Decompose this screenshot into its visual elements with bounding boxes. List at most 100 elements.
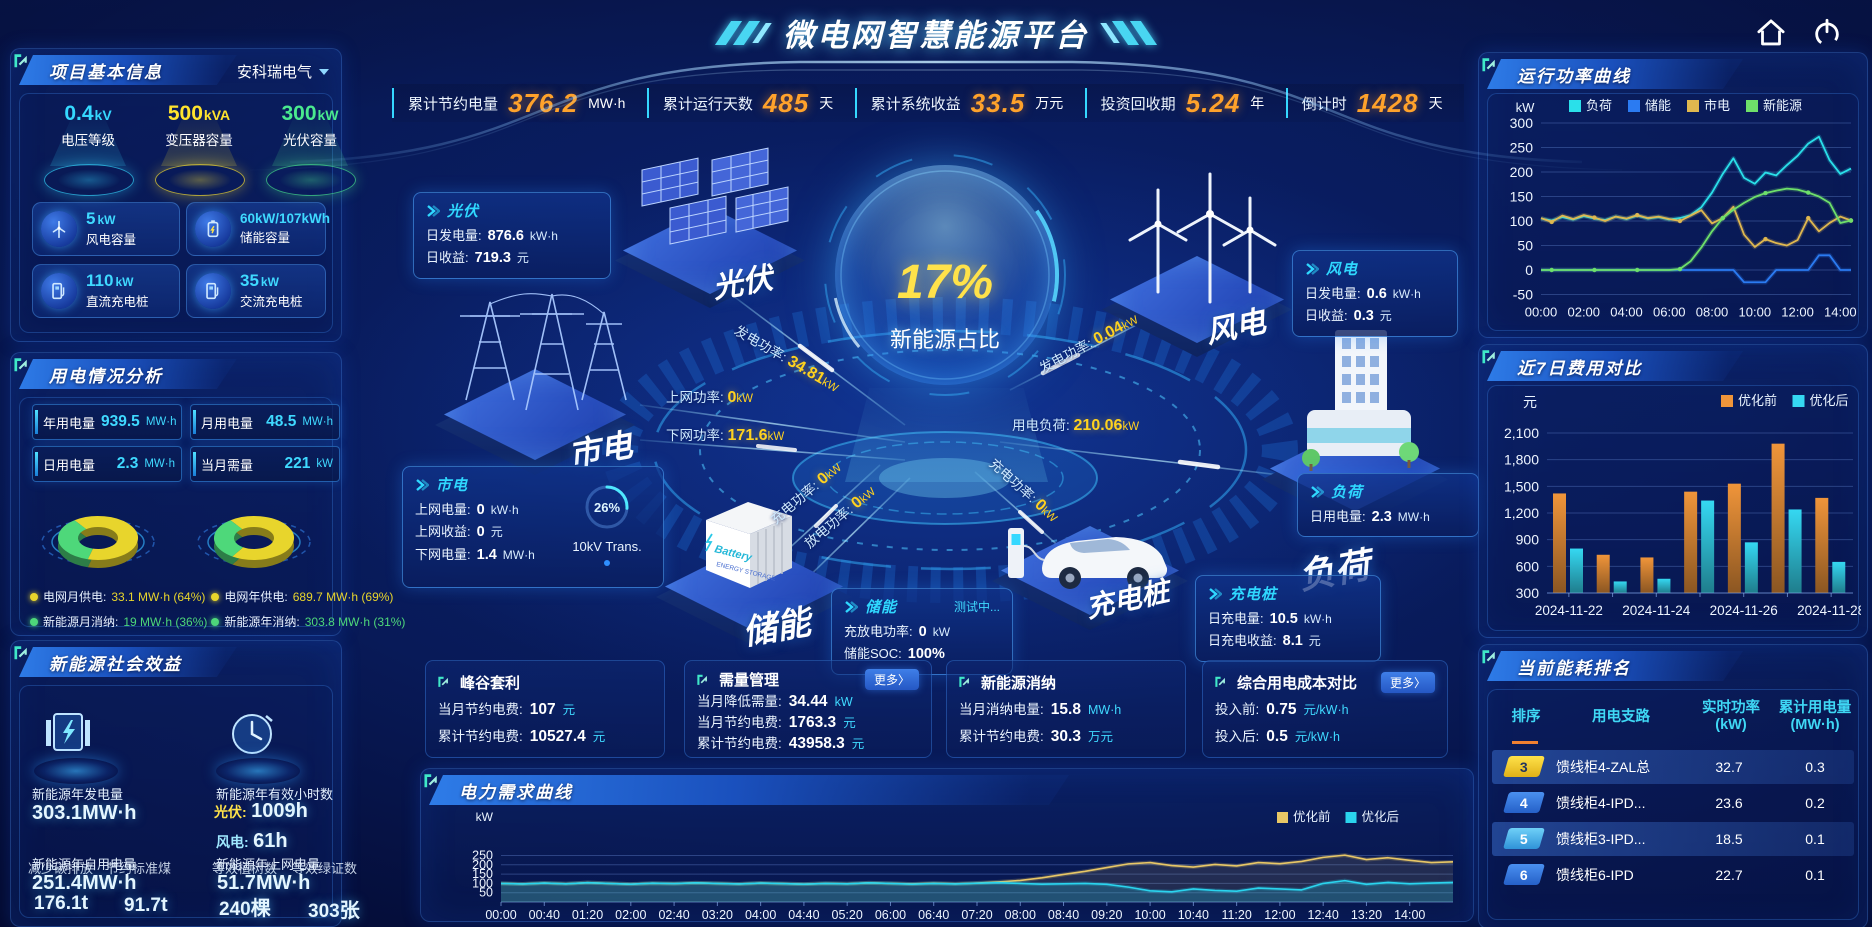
svg-text:新能源: 新能源 [1763,98,1802,113]
card-corner-icon [697,674,707,685]
svg-text:2024-11-22: 2024-11-22 [1535,603,1603,618]
svg-text:300: 300 [1510,115,1534,131]
svg-text:12:40: 12:40 [1308,908,1339,921]
usage-chip-0: 年用电量 939.5 MW·h [32,404,182,440]
svg-text:09:20: 09:20 [1091,908,1122,921]
co2-label: 减少碳排放 [28,861,94,876]
summary-card-1: 需量管理 更多〉 当月降低需量: 34.44 kW 当月节约电费: 1763.3 元累计节约电… [684,660,932,758]
summary-card-3: 综合用电成本对比 更多〉 投入前: 0.75 元/kW·h 投入后: 0.5 元/kW·h [1202,660,1448,758]
flow-label-1: 上网功率: 0kW [666,389,754,406]
charger-row-0: 日充电量: 10.5 kW·h [1208,611,1332,627]
self-use-label: 新能源年自用电量 [32,857,137,872]
panel-corner-icon [1482,350,1495,364]
rank-header-0: 排序 [1511,708,1541,725]
svg-text:12:00: 12:00 [1264,908,1295,921]
renewable-share-label: 新能源占比 [889,327,1000,352]
svg-text:00:00: 00:00 [485,908,516,921]
kpi-item-2: 累计系统收益 33.5 万元 [854,88,1085,118]
wind-row-0: 日发电量: 0.6 kW·h [1305,286,1421,302]
svg-text:2024-11-28: 2024-11-28 [1797,603,1861,618]
usage-legend-item-1: 电网年供电: 689.7 MW·h (69%) [211,588,405,605]
load-row-0: 日用电量: 2.3 MW·h [1310,509,1430,525]
svg-text:150: 150 [472,867,493,881]
co2-value: 176.1t [34,892,89,914]
wind-info-box: 风电 日发电量: 0.6 kW·h 日收益: 0.3 元 [1292,250,1458,337]
chevron-icon [416,478,429,491]
grid-info-box: 市电 上网电量: 0 kW·h 上网收益: 0 元下网电量: 1.4 MW·h 26% 10kV T… [402,466,664,588]
svg-text:04:40: 04:40 [788,908,819,921]
svg-text:600: 600 [1516,558,1540,574]
chevron-icon [845,600,858,613]
hub-light-beam [845,388,1048,482]
chevron-icon [1209,587,1222,600]
benefits-panel: 新能源社会效益 新能源年发电量 303.1MW·h 新能源年有效小时数 光伏: … [10,640,360,927]
storage-row-1: 储能SOC: 100% [844,646,945,663]
summary-card-0: 峰谷套利 当月节约电费: 107 元累计节约电费: 10527.4 元 [425,660,665,758]
company-select[interactable]: 安科瑞电气 [237,61,329,82]
svg-text:-50: -50 [1513,287,1533,303]
flow-label-4: 用电负荷: 210.06kW [1012,417,1140,434]
svg-text:250: 250 [1510,140,1534,156]
building-icon [1302,330,1419,471]
demand-curve-panel: 电力需求曲线 kW 优化前 优化后 250 200 150 100 50 00:00 00:40 0… [420,768,1474,922]
svg-text:14:00: 14:00 [1824,305,1857,320]
svg-text:100: 100 [472,876,493,890]
chevron-icon [427,204,440,217]
svg-text:元: 元 [1523,394,1537,410]
rank-row-5[interactable]: 5 馈线柜3-IPD... 18.5 0.1 [1492,821,1854,856]
home-icon[interactable] [1754,16,1788,50]
svg-text:08:00: 08:00 [1696,305,1729,320]
pv-row-1: 日收益: 719.3 元 [426,250,529,267]
certs-label: 等效绿证数 [292,861,358,876]
rank-header-3: 累计用电量 (MW·h) [1778,700,1852,734]
svg-text:优化前: 优化前 [1738,393,1777,408]
gen-value: 303.1MW·h [32,802,137,824]
year-supply-donut-chart [197,515,311,569]
rank-row-3[interactable]: 3 馈线柜4-ZAL总 32.7 0.3 [1492,749,1854,784]
load-info-box: 负荷 日用电量: 2.3 MW·h [1297,473,1479,538]
podium-1: 500kVA 变压器容量 [147,102,251,196]
power-icon[interactable] [1810,16,1844,50]
card-row-0: 当月节约电费: 107 元 [438,701,576,719]
hours-label: 新能源年有效小时数 [216,787,334,802]
more-button[interactable]: 更多〉 [1380,671,1435,693]
rank-row-4[interactable]: 4 馈线柜4-IPD... 23.6 0.2 [1492,786,1854,820]
wind-row-1: 日收益: 0.3 元 [1305,308,1392,325]
kpi-bar: 累计节约电量 376.2 MW·h 累计运行天数 485 天累计系统收益 33.5 万元 投资回… [392,84,1464,122]
charger-row-1: 日充电收益: 8.1 元 [1208,633,1321,650]
power-curve-panel: 运行功率曲线 kW 负荷 储能 市电 新能源 300 250 200 150 100 50 0 -50 0… [1478,52,1868,338]
svg-text:300: 300 [1516,585,1540,601]
kpi-item-3: 投资回收期 5.24 年 [1084,88,1286,118]
svg-text:11:20: 11:20 [1221,908,1251,921]
svg-text:00:00: 00:00 [1525,305,1558,320]
svg-text:03:20: 03:20 [702,908,733,921]
svg-text:50: 50 [479,886,493,900]
svg-text:02:00: 02:00 [1567,305,1600,320]
rank-row-6[interactable]: 6 馈线柜6-IPD 22.7 0.1 [1492,858,1854,892]
ac-charger-icon [195,273,231,309]
hours-clock-icon [232,714,273,754]
panel-corner-icon [1482,650,1495,664]
title-decoration-left [714,20,772,45]
panel-title: 新能源社会效益 [49,654,182,674]
more-button[interactable]: 更多〉 [864,669,919,690]
svg-text:14:00: 14:00 [1394,908,1425,921]
grid-row-1: 上网收益: 0 元 [415,524,503,541]
project-content: 0.4kV 电压等级 500kVA 变压器容量 300kW 光伏容量 5 kW 风电容量 60k… [19,93,356,333]
usage-legend-item-2: 新能源月消纳: 19 MW·h (36%) [30,613,207,630]
panel-title: 项目基本信息 [49,62,163,82]
panel-corner-icon [14,646,27,660]
card-corner-icon [1215,677,1225,688]
svg-text:10:40: 10:40 [1178,908,1209,921]
svg-text:08:00: 08:00 [1005,908,1036,921]
flow-label-2: 下网功率: 171.6kW [666,427,785,444]
card-row-1: 投入后: 0.5 元/kW·h [1215,728,1340,746]
to-grid-label: 新能源年上网电量 [216,857,321,872]
gen-label: 新能源年发电量 [32,787,124,802]
svg-text:12:00: 12:00 [1781,305,1814,320]
pedestal-glow [34,758,118,784]
coal-label: 节约标准煤 [106,861,172,876]
wind-turbines-icon [1128,172,1277,304]
trees-value: 240棵 [219,898,271,920]
